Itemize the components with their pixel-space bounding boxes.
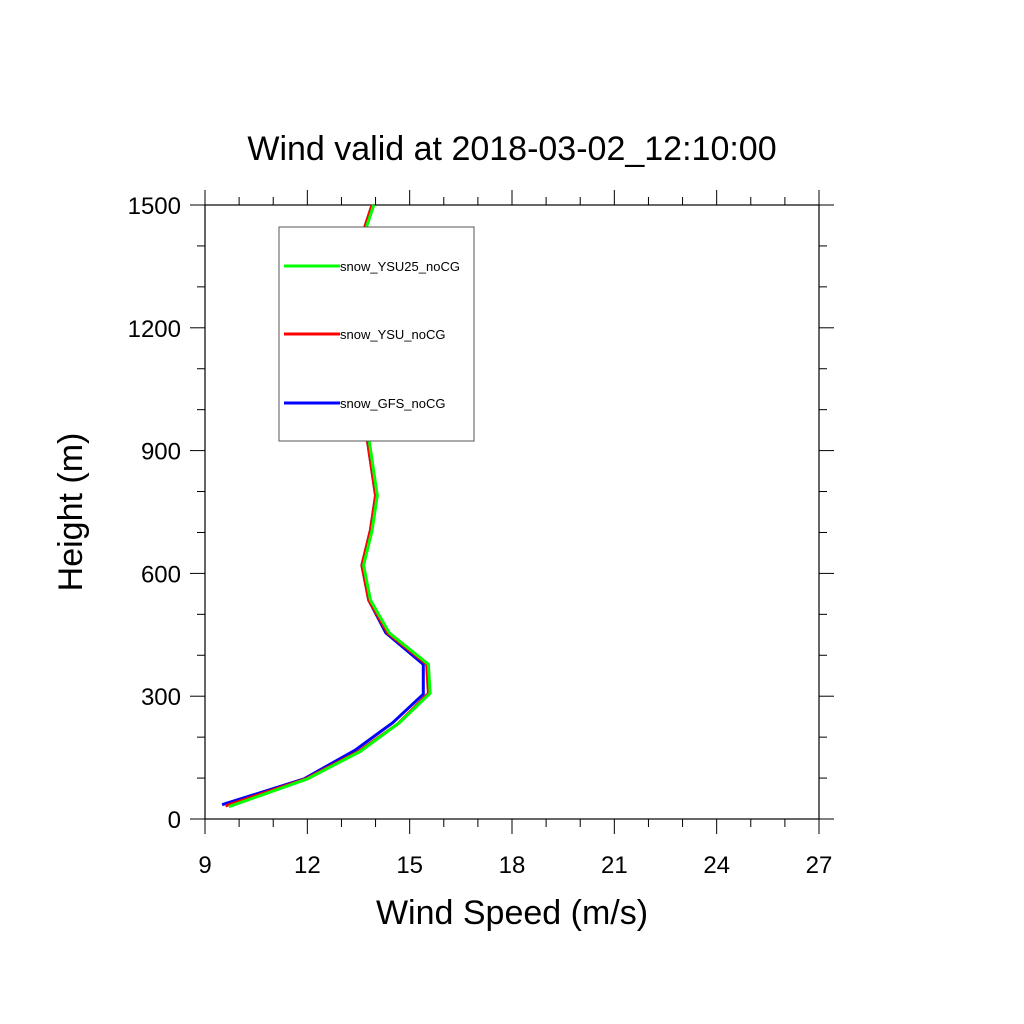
x-tick-label: 27: [806, 852, 833, 879]
x-tick-label: 15: [396, 852, 423, 879]
y-axis-title: Height (m): [52, 433, 90, 592]
legend: snow_YSU25_noCG snow_YSU_noCG snow_GFS_noC…: [278, 226, 475, 442]
y-tick-label: 0: [168, 807, 181, 834]
legend-label: snow_YSU25_noCG: [340, 259, 460, 274]
y-tick-label: 600: [141, 561, 181, 588]
x-tick-label: 12: [294, 852, 321, 879]
x-axis-title: Wind Speed (m/s): [376, 894, 648, 932]
plot-area: 9 12 15 18 21 24 27 0 300 600 900 1200 1500: [128, 190, 834, 879]
y-tick-label: 1200: [128, 316, 181, 343]
y-tick-label: 900: [141, 439, 181, 466]
y-tick-label: 300: [141, 684, 181, 711]
x-tick-label: 24: [703, 852, 730, 879]
chart-title: Wind valid at 2018-03-02_12:10:00: [247, 130, 776, 168]
x-tick-label: 18: [499, 852, 526, 879]
legend-label: snow_GFS_noCG: [340, 396, 446, 411]
legend-label: snow_YSU_noCG: [340, 327, 446, 342]
y-tick-label: 1500: [128, 193, 181, 220]
x-tick-label: 9: [198, 852, 211, 879]
x-tick-label: 21: [601, 852, 628, 879]
